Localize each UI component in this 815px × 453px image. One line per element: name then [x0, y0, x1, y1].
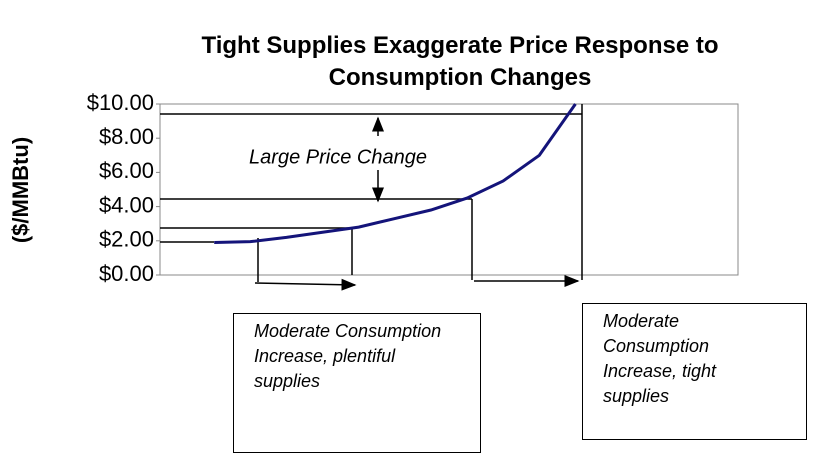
plot-frame [159, 103, 739, 276]
annotation-box: Moderate Consumption Increase, tight sup… [582, 303, 807, 440]
y-axis-label: ($/MMBtu) [8, 137, 33, 243]
annotation-box: Moderate Consumption Increase, plentiful… [233, 313, 481, 453]
y-tick-label: $2.00 [99, 227, 154, 252]
line [214, 103, 577, 245]
y-tick-label: $4.00 [99, 192, 154, 217]
annotation-lines [160, 104, 583, 291]
y-tick-label: $10.00 [87, 90, 154, 115]
chart-title: Tight Supplies Exaggerate Price Response… [201, 32, 719, 91]
annotation: Large Price Change [249, 146, 427, 168]
y-tick-label: $8.00 [99, 124, 154, 149]
y-tick-label: $6.00 [99, 158, 154, 183]
y-tick-label: $0.00 [99, 261, 154, 286]
